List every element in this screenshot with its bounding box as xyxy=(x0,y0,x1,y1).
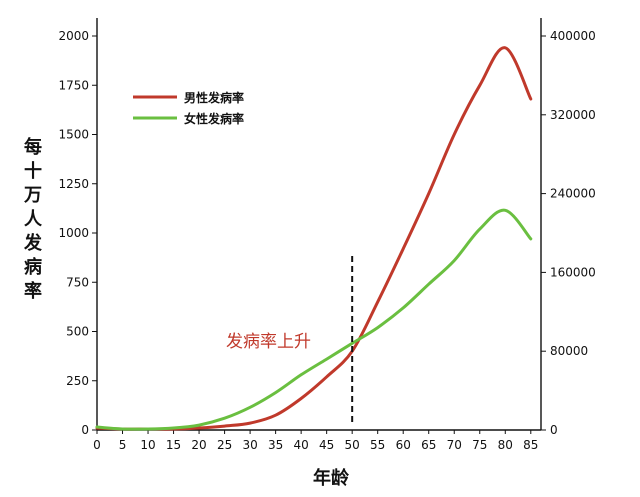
x-tick-label: 75 xyxy=(472,438,487,452)
series-lines xyxy=(95,46,533,431)
y-tick-label: 1750 xyxy=(58,78,89,92)
x-tick-label: 35 xyxy=(268,438,283,452)
x-tick-label: 0 xyxy=(93,438,101,452)
y-tick-label: 1500 xyxy=(58,128,89,142)
x-axis-title: 年龄 xyxy=(313,467,350,489)
x-tick-label: 85 xyxy=(523,438,538,452)
x-tick-label: 70 xyxy=(447,438,462,452)
x-tick-label: 50 xyxy=(345,438,360,452)
y-tick-label: 750 xyxy=(66,275,89,289)
series-line-male xyxy=(95,46,533,431)
y-tick-label: 0 xyxy=(81,423,89,437)
x-tick-label: 5 xyxy=(119,438,127,452)
x-tick-label: 40 xyxy=(293,438,308,452)
x-tick-label: 80 xyxy=(498,438,513,452)
y2-tick-label: 400000 xyxy=(550,29,596,43)
x-tick-label: 10 xyxy=(140,438,155,452)
axes: 0250500750100012501500175020000800001600… xyxy=(58,18,596,452)
y-tick-label: 1000 xyxy=(58,226,89,240)
x-tick-label: 65 xyxy=(421,438,436,452)
series-line-female xyxy=(95,208,533,431)
y-axis-title: 每十万人发病率 xyxy=(23,136,43,302)
legend-label: 女性发病率 xyxy=(184,111,244,126)
x-tick-label: 45 xyxy=(319,438,334,452)
y-tick-label: 500 xyxy=(66,325,89,339)
y2-tick-label: 0 xyxy=(550,423,558,437)
y2-tick-label: 80000 xyxy=(550,344,588,358)
y-tick-label: 250 xyxy=(66,374,89,388)
y2-tick-label: 320000 xyxy=(550,108,596,122)
x-tick-label: 60 xyxy=(396,438,411,452)
y-tick-label: 2000 xyxy=(58,29,89,43)
axis-titles: 年龄 每十万人发病率 xyxy=(23,136,350,489)
y2-tick-label: 160000 xyxy=(550,265,596,279)
x-tick-label: 55 xyxy=(370,438,385,452)
legend-label: 男性发病率 xyxy=(184,90,244,105)
annotation: 发病率上升 xyxy=(226,256,354,422)
x-tick-label: 30 xyxy=(242,438,257,452)
x-tick-label: 20 xyxy=(191,438,206,452)
y2-tick-label: 240000 xyxy=(550,187,596,201)
x-tick-label: 15 xyxy=(166,438,181,452)
annotation-label: 发病率上升 xyxy=(226,332,311,352)
x-tick-label: 25 xyxy=(217,438,232,452)
y-tick-label: 1250 xyxy=(58,177,89,191)
